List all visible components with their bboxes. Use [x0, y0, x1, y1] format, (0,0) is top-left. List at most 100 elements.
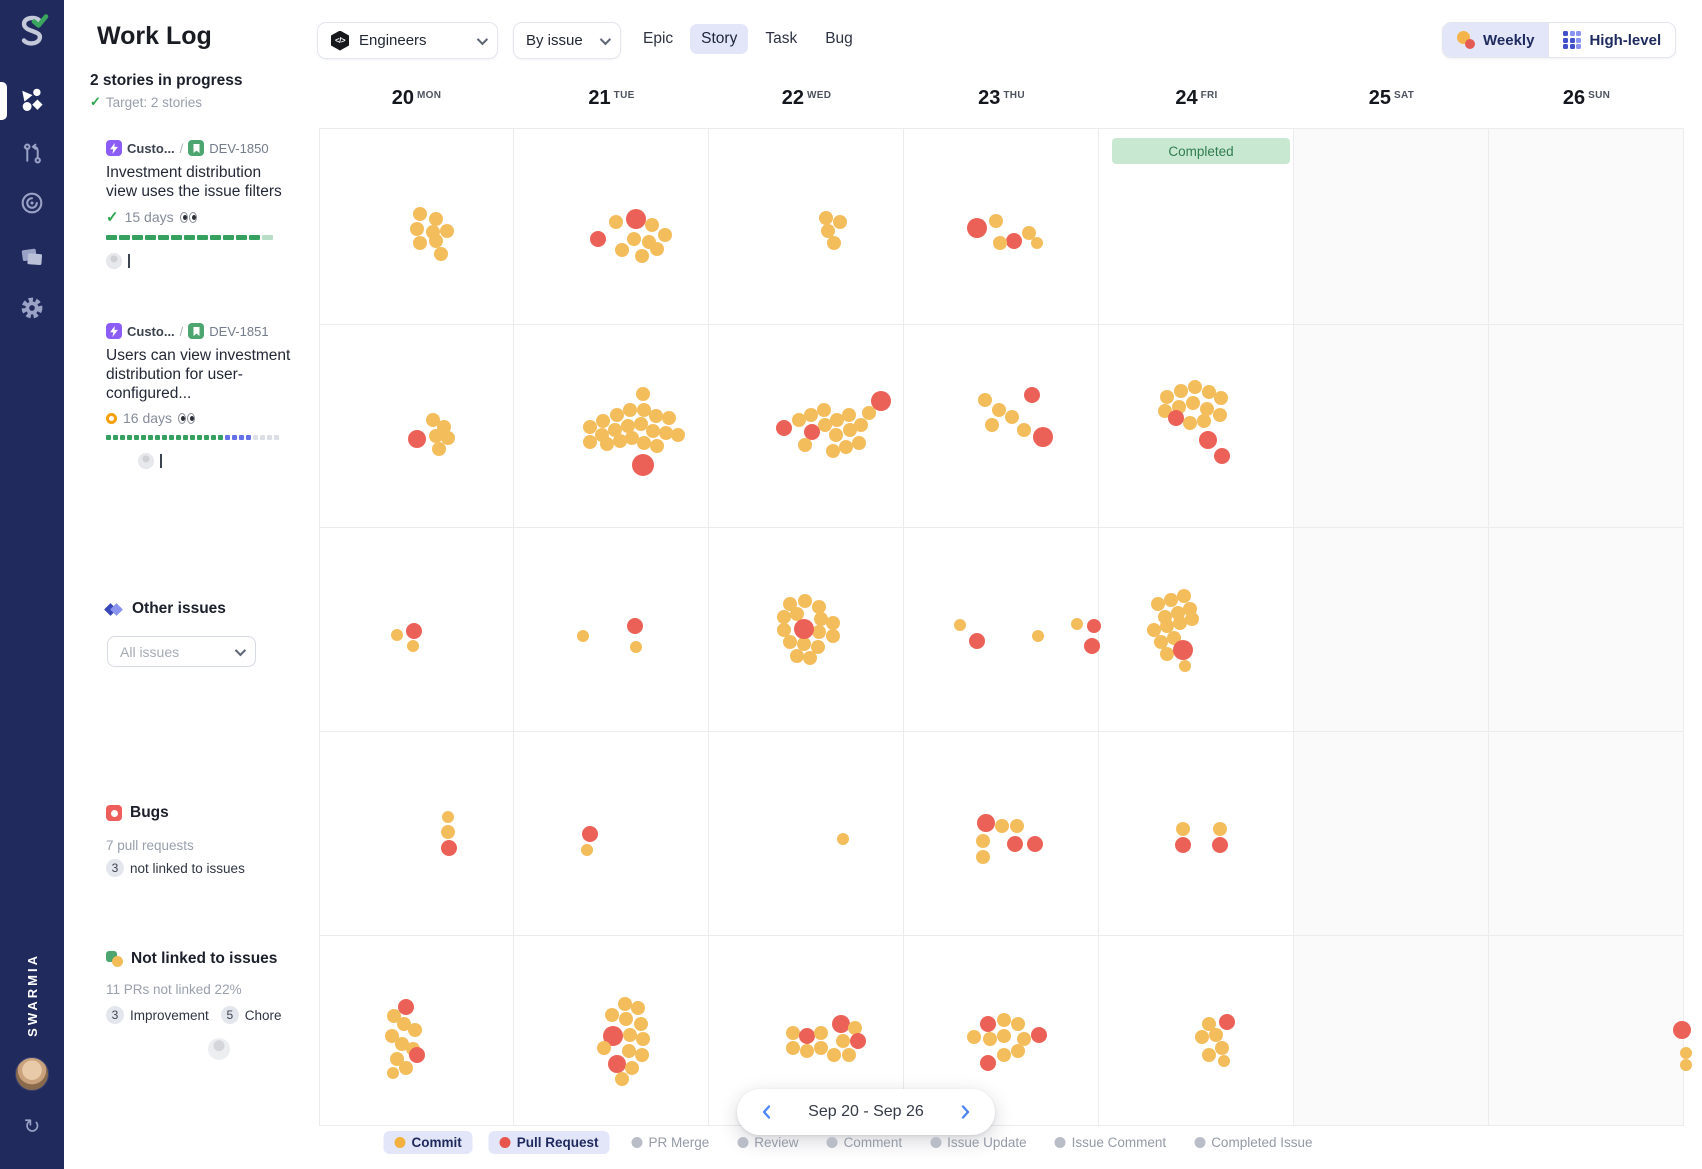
commit-dot[interactable] [615, 243, 629, 257]
commit-dot[interactable] [581, 844, 593, 856]
commit-dot[interactable] [441, 431, 455, 445]
commit-dot[interactable] [1071, 618, 1083, 630]
legend-pr-merge[interactable]: PR Merge [626, 1131, 716, 1154]
commit-dot[interactable] [625, 1061, 639, 1075]
commit-dot[interactable] [997, 1013, 1011, 1027]
commit-dot[interactable] [605, 1008, 619, 1022]
commit-dot[interactable] [442, 811, 454, 823]
sidebar-item-settings[interactable] [0, 286, 64, 330]
contributor-avatar[interactable] [208, 1038, 230, 1060]
commit-dot[interactable] [636, 387, 650, 401]
commit-dot[interactable] [989, 214, 1003, 228]
commit-dot[interactable] [954, 619, 966, 631]
pull-request-dot[interactable] [980, 1016, 996, 1032]
commit-dot[interactable] [671, 428, 685, 442]
commit-dot[interactable] [623, 1028, 637, 1042]
pull-request-dot[interactable] [590, 231, 606, 247]
commit-dot[interactable] [817, 403, 831, 417]
tab-bug[interactable]: Bug [825, 30, 853, 47]
pull-request-dot[interactable] [1173, 640, 1193, 660]
commit-dot[interactable] [429, 234, 443, 248]
commit-dot[interactable] [613, 434, 627, 448]
commit-dot[interactable] [1160, 619, 1174, 633]
commit-dot[interactable] [1177, 589, 1191, 603]
commit-dot[interactable] [1179, 660, 1191, 672]
pull-request-dot[interactable] [804, 424, 820, 440]
pull-request-dot[interactable] [608, 1055, 626, 1073]
pull-request-dot[interactable] [406, 623, 422, 639]
pull-request-dot[interactable] [1087, 619, 1101, 633]
commit-dot[interactable] [608, 423, 622, 437]
commit-dot[interactable] [1213, 822, 1227, 836]
commit-dot[interactable] [967, 1030, 981, 1044]
epic-name[interactable]: Custo... [127, 140, 175, 156]
commit-dot[interactable] [1164, 593, 1178, 607]
epic-name[interactable]: Custo... [127, 323, 175, 339]
commit-dot[interactable] [1032, 630, 1044, 642]
commit-dot[interactable] [395, 1037, 409, 1051]
commit-dot[interactable] [399, 1061, 413, 1075]
pull-request-dot[interactable] [409, 1047, 425, 1063]
commit-dot[interactable] [625, 431, 639, 445]
commit-dot[interactable] [821, 224, 835, 238]
commit-dot[interactable] [658, 228, 672, 242]
commit-dot[interactable] [842, 408, 856, 422]
commit-dot[interactable] [583, 420, 597, 434]
commit-dot[interactable] [786, 1041, 800, 1055]
commit-dot[interactable] [800, 1044, 814, 1058]
commit-dot[interactable] [1011, 1044, 1025, 1058]
group-by-selector[interactable]: By issue [513, 22, 621, 59]
commit-dot[interactable] [1031, 237, 1043, 249]
commit-dot[interactable] [797, 637, 811, 651]
commit-dot[interactable] [1202, 1048, 1216, 1062]
pull-request-dot[interactable] [1175, 837, 1191, 853]
commit-dot[interactable] [826, 444, 840, 458]
commit-dot[interactable] [843, 423, 857, 437]
commit-dot[interactable] [1209, 1028, 1223, 1042]
pull-request-dot[interactable] [626, 209, 646, 229]
pull-request-dot[interactable] [977, 814, 995, 832]
commit-dot[interactable] [650, 439, 664, 453]
commit-dot[interactable] [803, 651, 817, 665]
pull-request-dot[interactable] [632, 454, 654, 476]
commit-dot[interactable] [829, 428, 843, 442]
prev-week-button[interactable] [755, 1100, 779, 1124]
commit-dot[interactable] [621, 419, 635, 433]
all-issues-select[interactable]: All issues [107, 636, 256, 667]
commit-dot[interactable] [819, 211, 833, 225]
commit-dot[interactable] [650, 242, 664, 256]
commit-dot[interactable] [434, 247, 448, 261]
pull-request-dot[interactable] [398, 999, 414, 1015]
commit-dot[interactable] [635, 249, 649, 263]
logout-icon[interactable]: ↻ [23, 1115, 41, 1138]
commit-dot[interactable] [1213, 408, 1227, 422]
assignee-avatar[interactable] [138, 453, 154, 469]
commit-dot[interactable] [429, 212, 443, 226]
commit-dot[interactable] [983, 1032, 997, 1046]
commit-dot[interactable] [659, 426, 673, 440]
commit-dot[interactable] [826, 616, 840, 630]
commit-dot[interactable] [622, 1044, 636, 1058]
commit-dot[interactable] [997, 1048, 1011, 1062]
commit-dot[interactable] [577, 630, 589, 642]
commit-dot[interactable] [646, 424, 660, 438]
commit-dot[interactable] [798, 438, 812, 452]
commit-dot[interactable] [391, 629, 403, 641]
commit-dot[interactable] [1218, 1055, 1230, 1067]
commit-dot[interactable] [814, 612, 828, 626]
commit-dot[interactable] [1183, 416, 1197, 430]
commit-dot[interactable] [623, 403, 637, 417]
assignee-avatar[interactable] [106, 253, 122, 269]
commit-dot[interactable] [1017, 423, 1031, 437]
commit-dot[interactable] [862, 406, 876, 420]
commit-dot[interactable] [1680, 1059, 1692, 1071]
legend-review[interactable]: Review [731, 1131, 804, 1154]
commit-dot[interactable] [777, 610, 791, 624]
commit-dot[interactable] [812, 600, 826, 614]
user-avatar[interactable] [15, 1057, 49, 1091]
tab-epic[interactable]: Epic [643, 30, 674, 47]
commit-dot[interactable] [836, 1034, 850, 1048]
commit-dot[interactable] [1151, 597, 1165, 611]
pull-request-dot[interactable] [1033, 427, 1053, 447]
pull-request-dot[interactable] [1212, 837, 1228, 853]
